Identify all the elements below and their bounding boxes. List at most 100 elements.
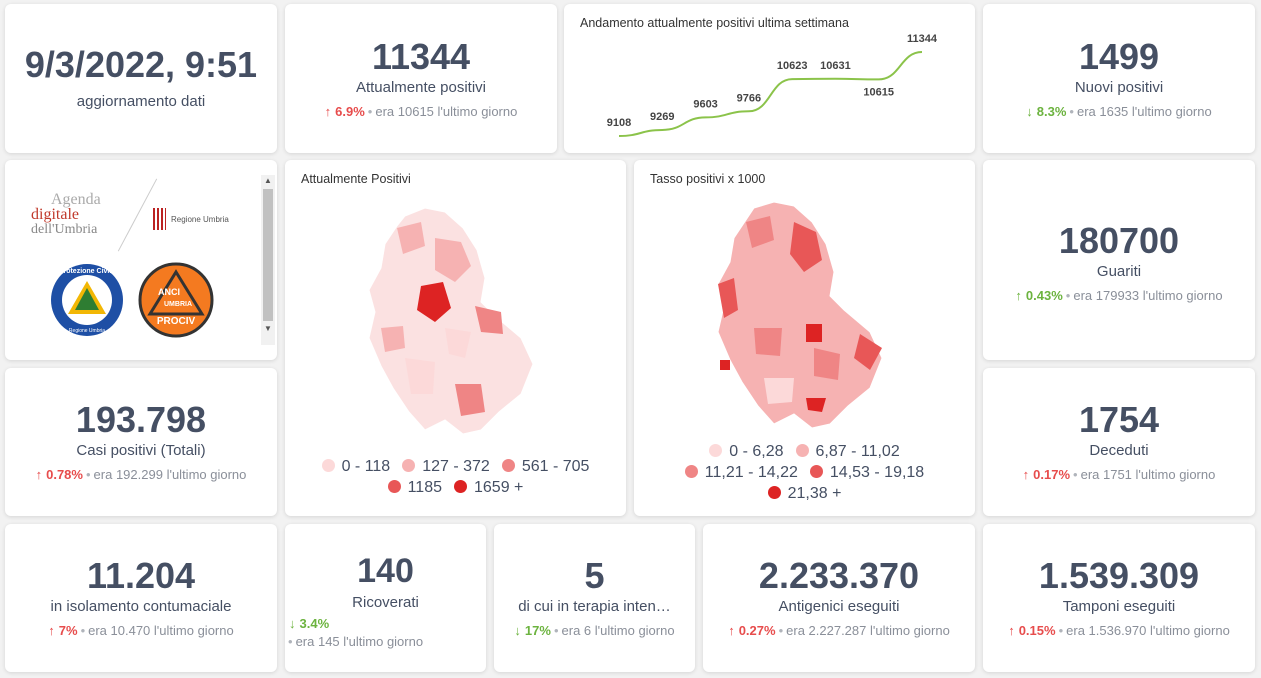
legend-item: 0 - 6,28 (709, 443, 784, 460)
ricoverati-value: 140 (357, 552, 414, 590)
legend-swatch (321, 459, 335, 472)
update-label: aggiornamento dati (76, 93, 206, 110)
isolamento-value: 11.204 (86, 555, 196, 596)
update-datetime: 9/3/2022, 9:51 (24, 44, 258, 85)
arrow-up-icon: ↑ (324, 103, 332, 119)
nuovi-positivi-value: 1499 (1078, 35, 1160, 77)
legend-swatch (709, 444, 723, 457)
trend-point-label: 10615 (863, 86, 894, 98)
scroll-up-icon[interactable]: ▲ (264, 176, 272, 185)
legend-swatch (454, 480, 467, 493)
ricoverati-delta: ↓ 3.4% (289, 616, 330, 631)
map-tasso-positivi-card: Tasso positivi x 1000 0 - 6,28 6,87 - 11,… (634, 160, 975, 516)
legend-swatch (767, 486, 781, 499)
terapia-label: di cui in terapia inten… (518, 598, 671, 615)
logos-scrollbar[interactable]: ▲ ▼ (261, 175, 275, 345)
terapia-value: 5 (584, 555, 605, 596)
terapia-delta: ↓ 17% • era 6 l'ultimo giorno (514, 623, 675, 638)
arrow-up-icon: ↑ (35, 467, 43, 482)
isolamento-card: 11.204 in isolamento contumaciale ↑ 7% • er… (5, 524, 277, 672)
deceduti-card: 1754 Deceduti ↑ 0.17% • era 1751 l'ultimo g… (983, 368, 1255, 516)
antigenici-label: Antigenici eseguiti (778, 598, 900, 615)
legend-item: 0 - 118 (321, 458, 390, 475)
svg-text:Protezione Civile: Protezione Civile (59, 268, 116, 275)
protezione-civile-logo: Protezione Civile Regione Umbria (51, 264, 123, 336)
legend-item: 1659 + (454, 479, 523, 496)
attualmente-positivi-card: 11344 Attualmente positivi ↑ 6.9% • era 106… (285, 4, 557, 153)
trend-point-label: 11344 (907, 33, 938, 45)
svg-text:UMBRIA: UMBRIA (164, 301, 192, 308)
trend-point-label: 9108 (607, 117, 631, 129)
attualmente-positivi-delta: ↑ 6.9% • era 10615 l'ultimo giorno (324, 103, 518, 119)
trend-line-chart: 9108 9269 9603 9766 10623 10631 10615 11344 (607, 33, 938, 137)
tamponi-label: Tamponi eseguiti (1062, 598, 1176, 615)
agenda-digitale-logo: Agenda digitale dell'Umbria (31, 191, 101, 238)
umbria-map-positivi (368, 207, 534, 435)
legend-swatch (501, 459, 515, 472)
arrow-up-icon: ↑ (1022, 467, 1030, 482)
umbria-map-tasso (717, 201, 883, 429)
casi-totali-label: Casi positivi (Totali) (76, 442, 206, 459)
arrow-up-icon: ↑ (48, 623, 55, 638)
guariti-delta: ↑ 0.43% • era 179933 l'ultimo giorno (1015, 288, 1223, 303)
trend-point-label: 9603 (693, 98, 717, 110)
map2-title: Tasso positivi x 1000 (650, 172, 766, 186)
legend-swatch (402, 459, 416, 472)
trend-point-label: 9766 (737, 92, 761, 104)
ricoverati-prev: • era 145 l'ultimo giorno (288, 634, 424, 649)
guariti-value: 180700 (1058, 220, 1180, 261)
attualmente-positivi-value: 11344 (371, 35, 471, 77)
antigenici-value: 2.233.370 (758, 555, 920, 596)
arrow-up-icon: ↑ (1015, 288, 1022, 303)
tamponi-value: 1.539.309 (1038, 555, 1200, 596)
tamponi-delta: ↑ 0.15% • era 1.536.970 l'ultimo giorno (1008, 623, 1230, 638)
deceduti-value: 1754 (1078, 399, 1160, 440)
casi-totali-card: 193.798 Casi positivi (Totali) ↑ 0.78% • er… (5, 368, 277, 516)
legend-item: 1185 (387, 479, 442, 496)
nuovi-positivi-card: 1499 Nuovi positivi ↓ 8.3% • era 1635 l'ult… (983, 4, 1255, 153)
casi-totali-delta: ↑ 0.78% • era 192.299 l'ultimo giorno (35, 467, 247, 482)
scroll-down-icon[interactable]: ▼ (264, 324, 272, 333)
nuovi-positivi-label: Nuovi positivi (1074, 78, 1164, 96)
svg-text:PROCIV: PROCIV (157, 316, 196, 327)
anci-prociv-logo: ANCI UMBRIA PROCIV (138, 262, 214, 338)
trend-chart-title: Andamento attualmente positivi ultima se… (580, 16, 849, 30)
trend-point-label: 10623 (777, 60, 808, 72)
trend-point-label: 9269 (650, 111, 674, 123)
casi-totali-value: 193.798 (75, 399, 207, 440)
trend-point-label: 10631 (820, 60, 851, 72)
legend-item: 21,38 + (767, 485, 841, 502)
isolamento-label: in isolamento contumaciale (50, 598, 232, 615)
arrow-up-icon: ↑ (728, 623, 735, 638)
antigenici-delta: ↑ 0.27% • era 2.227.287 l'ultimo giorno (728, 623, 950, 638)
deceduti-label: Deceduti (1089, 442, 1149, 459)
svg-text:ANCI: ANCI (158, 287, 180, 297)
map1-legend: 0 - 118 127 - 372 561 - 705 1185 1659 + (295, 456, 616, 498)
update-card: 9/3/2022, 9:51 aggiornamento dati (5, 4, 277, 153)
legend-swatch (795, 444, 809, 457)
trend-line (618, 51, 923, 137)
regione-umbria-logo: Regione Umbria (153, 208, 229, 230)
trend-chart-card: Andamento attualmente positivi ultima se… (564, 4, 975, 153)
legend-swatch (684, 465, 698, 478)
guariti-card: 180700 Guariti ↑ 0.43% • era 179933 l'ultim… (983, 160, 1255, 360)
legend-item: 11,21 - 14,22 (684, 464, 798, 481)
arrow-down-icon: ↓ (514, 623, 521, 638)
nuovi-positivi-delta: ↓ 8.3% • era 1635 l'ultimo giorno (1026, 103, 1212, 119)
tamponi-card: 1.539.309 Tamponi eseguiti ↑ 0.15% • era 1.… (983, 524, 1255, 672)
ricoverati-card: 140 Ricoverati ↓ 3.4% • era 145 l'ultimo g… (285, 524, 486, 672)
legend-item: 6,87 - 11,02 (795, 443, 900, 460)
terapia-card: 5 di cui in terapia inten… ↓ 17% • era 6 l'… (494, 524, 695, 672)
scroll-thumb[interactable] (263, 189, 273, 321)
logos-card: Agenda digitale dell'Umbria Regione Umbr… (5, 160, 277, 360)
svg-text:Regione Umbria: Regione Umbria (69, 328, 105, 334)
legend-swatch (387, 480, 401, 493)
legend-item: 127 - 372 (402, 458, 490, 475)
legend-swatch (809, 465, 823, 478)
attualmente-positivi-label: Attualmente positivi (355, 78, 487, 96)
map2-legend: 0 - 6,28 6,87 - 11,02 11,21 - 14,22 14,53 -… (644, 441, 965, 504)
deceduti-delta: ↑ 0.17% • era 1751 l'ultimo giorno (1022, 467, 1216, 482)
arrow-up-icon: ↑ (1008, 623, 1015, 638)
isolamento-delta: ↑ 7% • era 10.470 l'ultimo giorno (48, 623, 234, 638)
antigenici-card: 2.233.370 Antigenici eseguiti ↑ 0.27% • era… (703, 524, 975, 672)
